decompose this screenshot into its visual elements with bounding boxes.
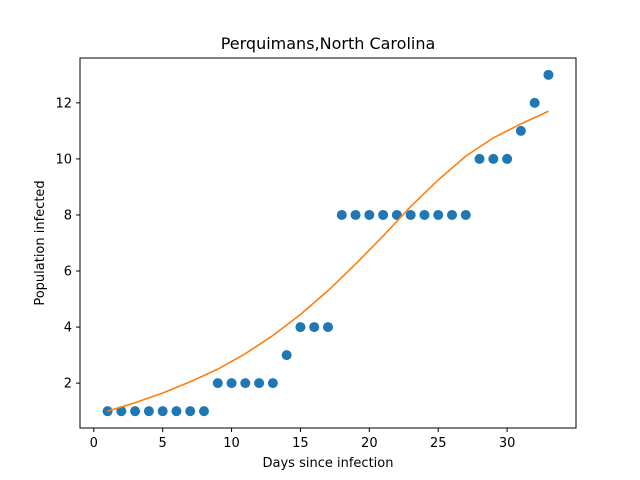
data-point [543, 69, 554, 80]
chart-title: Perquimans,North Carolina [221, 34, 436, 53]
data-point [474, 153, 485, 164]
data-point [502, 153, 513, 164]
data-point [447, 209, 457, 220]
data-point [309, 322, 320, 333]
data-point [405, 209, 416, 220]
data-point [226, 378, 237, 389]
x-tick-label: 15 [292, 436, 309, 451]
data-point [212, 378, 223, 389]
data-point [116, 406, 127, 417]
data-point [157, 406, 168, 417]
data-point [419, 209, 430, 220]
x-axis: 0 5 10 15 20 25 30 [90, 428, 516, 451]
data-point [267, 378, 278, 389]
data-point [281, 350, 292, 361]
plot-area [102, 69, 554, 417]
x-tick-label: 10 [223, 436, 240, 451]
data-point [433, 209, 444, 220]
data-point [295, 322, 306, 333]
data-point [488, 153, 499, 164]
y-tick-label: 2 [64, 377, 72, 392]
data-point [529, 97, 540, 108]
y-tick-label: 10 [55, 152, 72, 167]
x-tick-label: 5 [159, 436, 167, 451]
data-point [336, 209, 347, 220]
data-point [143, 406, 154, 417]
data-point [515, 125, 526, 136]
data-point [130, 406, 141, 417]
y-tick-label: 8 [64, 208, 72, 223]
data-point [364, 209, 375, 220]
data-point [460, 209, 471, 220]
y-tick-label: 6 [64, 265, 72, 280]
y-axis-title: Population infected [33, 180, 48, 305]
fit-line [107, 110, 549, 412]
data-point [240, 378, 251, 389]
data-point [378, 209, 389, 220]
data-point [199, 406, 209, 417]
x-tick-label: 20 [361, 436, 378, 451]
data-point [350, 209, 361, 220]
x-tick-label: 0 [90, 436, 98, 451]
data-point [171, 406, 182, 417]
x-axis-title: Days since infection [263, 456, 394, 471]
data-point [185, 406, 196, 417]
data-point [323, 322, 333, 333]
axes-frame [79, 57, 577, 429]
x-tick-label: 25 [430, 436, 447, 451]
y-axis: 2 4 6 8 10 12 [55, 96, 80, 392]
x-tick-label: 30 [499, 436, 516, 451]
data-point [254, 378, 265, 389]
y-tick-label: 12 [55, 96, 72, 111]
y-tick-label: 4 [64, 321, 72, 336]
